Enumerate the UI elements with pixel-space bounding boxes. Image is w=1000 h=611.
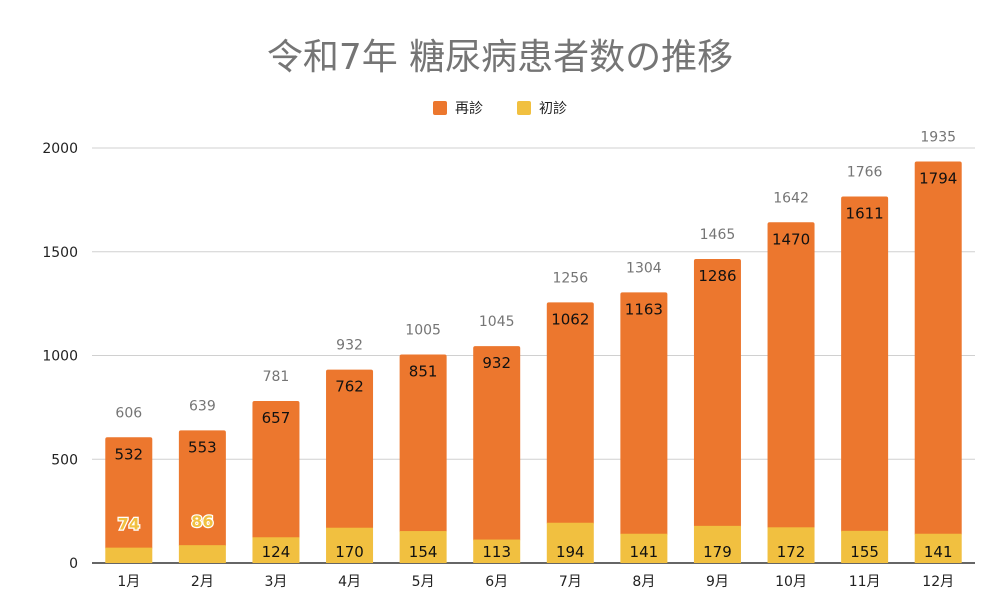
x-tick-label: 4月 <box>338 574 361 590</box>
x-tick-label: 12月 <box>922 574 954 590</box>
data-label-revisit: 1470 <box>772 230 810 248</box>
data-label-revisit: 532 <box>114 445 143 463</box>
data-label-first-visit: 124 <box>262 543 291 561</box>
bar-revisit <box>178 430 226 548</box>
bar-revisit <box>693 259 741 528</box>
data-label-total: 1766 <box>847 165 883 181</box>
data-label-first-visit: 170 <box>335 543 364 561</box>
data-label-first-visit: 179 <box>703 543 732 561</box>
data-label-revisit: 657 <box>262 409 291 427</box>
data-label-first-visit: 172 <box>777 543 806 561</box>
x-tick-label: 11月 <box>849 574 881 590</box>
data-label-first-visit: 141 <box>630 543 659 561</box>
data-label-total: 1005 <box>405 322 441 338</box>
y-tick-label: 1500 <box>42 245 78 261</box>
bar-first-visit <box>767 527 815 563</box>
legend-label-first-visit: 初診 <box>539 101 567 117</box>
x-tick-label: 7月 <box>559 574 582 590</box>
data-label-revisit: 932 <box>482 354 511 372</box>
bar-revisit <box>841 196 889 533</box>
bar-first-visit <box>546 522 594 563</box>
data-label-revisit: 762 <box>335 378 364 396</box>
data-label-total: 932 <box>336 338 363 354</box>
bar-revisit <box>546 302 594 525</box>
bar-first-visit <box>399 531 447 563</box>
data-label-total: 639 <box>189 398 216 414</box>
legend-item-revisit: 再診 <box>433 98 483 118</box>
y-tick-label: 500 <box>51 452 78 468</box>
bar-revisit <box>399 354 447 534</box>
x-tick-label: 1月 <box>117 574 140 590</box>
data-label-first-visit: 155 <box>850 543 879 561</box>
y-tick-label: 0 <box>69 556 78 572</box>
x-tick-label: 2月 <box>191 574 214 590</box>
legend-item-first-visit: 初診 <box>517 98 567 118</box>
data-label-revisit: 1062 <box>551 310 589 328</box>
data-label-total: 1256 <box>552 270 588 286</box>
data-label-revisit: 1163 <box>625 300 663 318</box>
bar-first-visit <box>178 545 226 563</box>
data-label-total: 1304 <box>626 260 662 276</box>
bar-first-visit <box>252 537 300 563</box>
x-tick-label: 8月 <box>632 574 655 590</box>
bar-first-visit <box>473 539 521 563</box>
data-label-total: 606 <box>115 405 142 421</box>
bar-revisit <box>252 400 300 540</box>
data-label-first-visit: 194 <box>556 543 585 561</box>
data-label-first-visit: 113 <box>482 543 511 561</box>
data-label-revisit: 1286 <box>698 267 736 285</box>
bar-revisit <box>473 346 521 542</box>
x-tick-label: 5月 <box>412 574 435 590</box>
legend-label-revisit: 再診 <box>455 101 483 117</box>
data-label-total: 1642 <box>773 190 809 206</box>
data-label-first-visit: 154 <box>409 543 438 561</box>
bar-first-visit <box>841 530 889 563</box>
legend: 再診 初診 <box>0 98 1000 118</box>
y-tick-label: 1000 <box>42 349 78 365</box>
data-label-first-visit: 86 <box>191 512 213 531</box>
data-label-revisit: 851 <box>409 362 438 380</box>
data-label-revisit: 1611 <box>846 205 884 223</box>
legend-swatch-first-visit <box>517 101 531 115</box>
data-label-first-visit: 141 <box>924 543 953 561</box>
data-label-revisit: 1794 <box>919 169 957 187</box>
bar-revisit <box>914 161 962 536</box>
data-label-first-visit: 74 <box>118 515 140 534</box>
bar-first-visit <box>914 533 962 563</box>
data-label-total: 781 <box>263 369 290 385</box>
bar-revisit <box>326 369 374 530</box>
bar-revisit <box>620 292 668 536</box>
data-label-total: 1935 <box>920 129 956 145</box>
x-tick-label: 9月 <box>706 574 729 590</box>
x-tick-label: 3月 <box>264 574 287 590</box>
bar-revisit <box>767 222 815 530</box>
x-tick-label: 6月 <box>485 574 508 590</box>
data-label-revisit: 553 <box>188 438 217 456</box>
data-label-total: 1045 <box>479 314 515 330</box>
legend-swatch-revisit <box>433 101 447 115</box>
bar-first-visit <box>326 527 374 563</box>
bar-first-visit <box>620 533 668 563</box>
bar-first-visit <box>105 547 153 563</box>
data-label-total: 1465 <box>700 227 736 243</box>
bar-first-visit <box>693 525 741 563</box>
chart-title: 令和7年 糖尿病患者数の推移 <box>266 37 734 78</box>
y-tick-label: 2000 <box>42 141 78 157</box>
bar-revisit <box>105 437 153 550</box>
x-tick-label: 10月 <box>775 574 807 590</box>
